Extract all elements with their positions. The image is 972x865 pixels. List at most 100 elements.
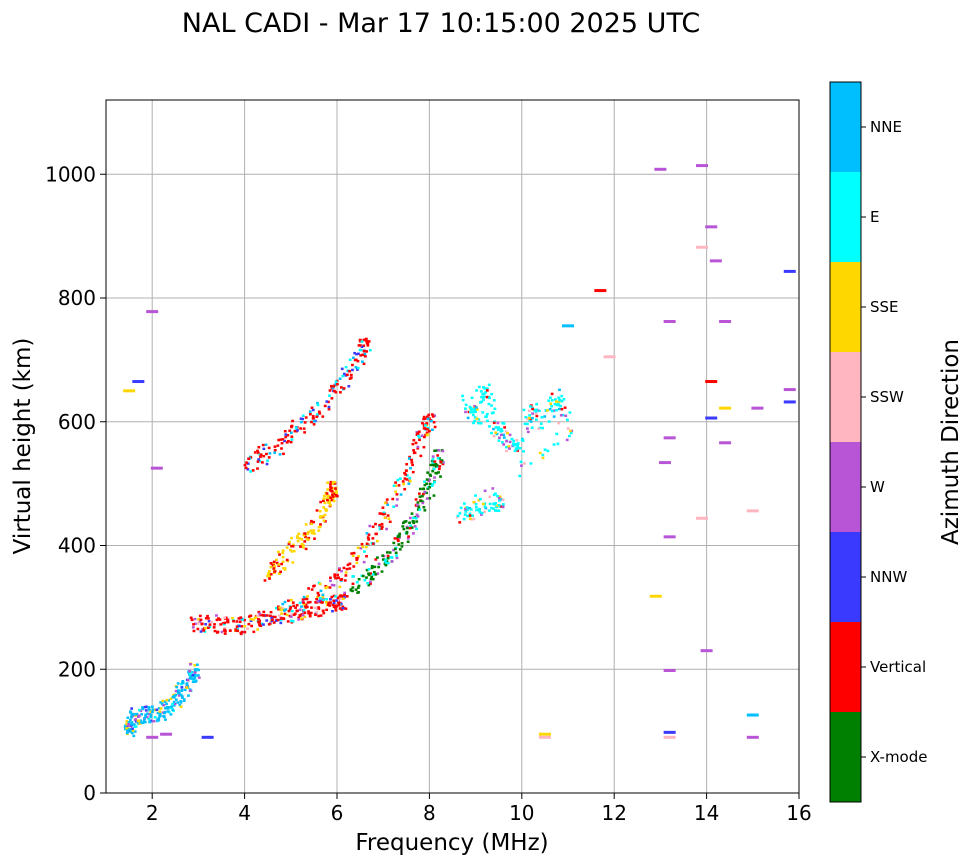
data-point: [188, 669, 192, 673]
data-point: [425, 422, 429, 425]
data-point: [280, 562, 284, 566]
data-point: [253, 451, 257, 454]
data-point: [488, 495, 492, 499]
data-point: [128, 728, 132, 731]
data-point: [290, 544, 293, 548]
data-point: [301, 613, 305, 617]
data-point: [193, 674, 196, 678]
data-point: [438, 465, 442, 468]
data-point: [140, 713, 144, 716]
data-point: [403, 471, 406, 475]
data-point: [469, 410, 472, 414]
data-point: [332, 499, 336, 503]
colorbar-segment: [830, 172, 861, 262]
data-point: [192, 629, 196, 633]
data-point: [279, 570, 283, 574]
plot-area: [105, 99, 800, 794]
data-point: [367, 568, 371, 571]
data-point: [215, 618, 219, 622]
data-point: [306, 538, 310, 541]
data-point: [330, 583, 334, 587]
data-point: [151, 710, 154, 714]
data-point: [394, 484, 398, 487]
data-point: [355, 558, 359, 561]
data-point: [259, 453, 263, 456]
data-point: [386, 554, 390, 558]
data-point: [565, 438, 569, 442]
data-point: [348, 562, 352, 565]
data-point: [327, 501, 330, 504]
data-point: [364, 545, 368, 549]
data-point: [320, 601, 324, 604]
data-point: [310, 606, 313, 609]
data-point: [312, 532, 316, 535]
data-point: [277, 550, 280, 554]
data-point: [204, 626, 207, 630]
data-point: [415, 503, 419, 507]
data-point: [493, 509, 497, 512]
data-point: [496, 421, 500, 425]
data-point: [137, 719, 141, 723]
data-point: [477, 509, 481, 512]
data-point: [422, 445, 426, 449]
data-point: [408, 476, 412, 480]
data-point: [193, 664, 197, 667]
data-point: [385, 560, 389, 563]
data-point: [550, 399, 554, 402]
data-point: [546, 449, 550, 453]
data-point: [174, 689, 178, 693]
colorbar: X-mode Vertical NNW W SSW SSE E NNE: [829, 81, 927, 803]
data-point: [153, 716, 157, 719]
data-point: [386, 562, 390, 565]
data-point: [475, 508, 479, 512]
data-point: [297, 532, 301, 536]
data-point: [371, 537, 375, 540]
data-point: [705, 416, 718, 420]
data-point: [330, 498, 334, 502]
data-point: [381, 554, 385, 557]
plot-frame: [105, 99, 800, 794]
data-point: [295, 603, 299, 607]
data-point: [264, 443, 268, 447]
data-point: [398, 477, 402, 480]
data-point: [484, 506, 488, 510]
data-point: [512, 444, 516, 447]
data-point: [185, 682, 189, 685]
data-point: [436, 454, 440, 457]
data-point: [344, 607, 348, 610]
data-point: [359, 348, 363, 352]
data-point: [235, 620, 239, 623]
data-point: [326, 496, 330, 499]
data-point: [419, 499, 423, 503]
data-point: [261, 443, 265, 447]
data-point: [363, 550, 366, 553]
data-point: [304, 606, 308, 609]
data-point: [256, 628, 260, 631]
data-point: [412, 520, 415, 523]
data-point: [334, 605, 338, 609]
data-point: [176, 701, 180, 704]
data-point: [283, 609, 286, 612]
data-point: [268, 452, 272, 455]
data-point: [473, 419, 477, 423]
data-point: [568, 411, 572, 414]
colorbar-segment: [830, 82, 861, 172]
data-point: [483, 387, 487, 390]
data-point: [281, 602, 285, 606]
data-point: [136, 715, 140, 718]
data-point: [415, 520, 419, 523]
data-point: [370, 575, 374, 579]
data-point: [291, 620, 295, 623]
data-point: [129, 730, 133, 733]
data-point: [487, 402, 491, 406]
data-point: [202, 629, 206, 632]
data-point: [123, 389, 136, 393]
data-point: [325, 608, 329, 612]
data-point: [257, 610, 261, 614]
x-tick-label: 4: [238, 801, 251, 825]
data-point: [700, 649, 713, 653]
data-point: [289, 548, 292, 552]
data-point: [380, 570, 384, 573]
data-point: [383, 501, 387, 505]
data-point: [547, 420, 551, 423]
